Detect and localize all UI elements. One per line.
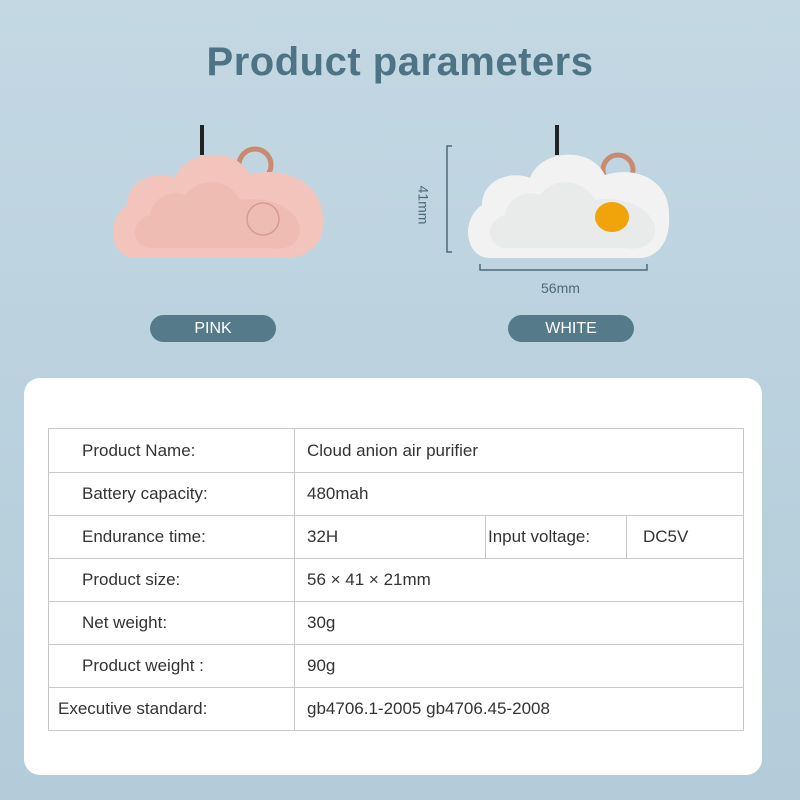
power-button-icon [595,202,629,232]
spec-value: Cloud anion air purifier [294,428,744,473]
table-row: Executive standard: gb4706.1-2005 gb4706… [48,687,744,731]
table-row: Endurance time: 32H Input voltage: DC5V [48,515,744,559]
table-row: Net weight: 30g [48,601,744,645]
spec-value: 30g [294,601,744,645]
table-row: Product Name: Cloud anion air purifier [48,428,744,473]
table-row: Product size: 56 × 41 × 21mm [48,558,744,602]
white-cloud-purifier-image [468,125,670,258]
dimension-lines [446,145,648,271]
height-dimension-label: 41mm [415,185,432,225]
spec-label: Executive standard: [48,687,295,731]
spec-value: 32H [294,515,486,559]
spec-value: 56 × 41 × 21mm [294,558,744,602]
page-title: Product parameters [206,40,594,84]
spec-value: gb4706.1-2005 gb4706.45-2008 [294,687,744,731]
spec-value: DC5V [626,515,744,559]
spec-label: Battery capacity: [48,472,295,516]
spec-value: 90g [294,644,744,688]
spec-label: Product Name: [48,428,295,473]
spec-label: Net weight: [48,601,295,645]
spec-label: Input voltage: [485,515,627,559]
variant-pink-label: PINK [150,315,276,342]
spec-label: Product weight : [48,644,295,688]
spec-table: Product Name: Cloud anion air purifier B… [48,428,744,731]
width-dimension-label: 56mm [541,280,580,296]
power-button-icon [246,202,280,236]
variant-white-label: WHITE [508,315,634,342]
pink-cloud-purifier-image [113,125,324,258]
table-row: Battery capacity: 480mah [48,472,744,516]
spec-label: Product size: [48,558,295,602]
table-row: Product weight : 90g [48,644,744,688]
spec-value: 480mah [294,472,744,516]
spec-label: Endurance time: [48,515,295,559]
